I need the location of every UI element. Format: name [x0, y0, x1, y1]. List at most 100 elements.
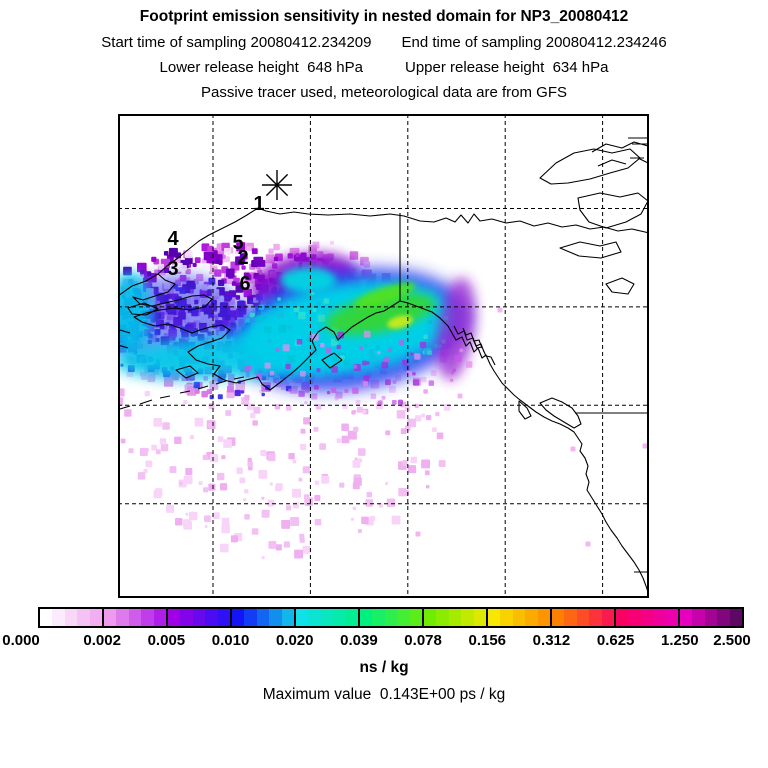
plume-layer	[118, 240, 648, 560]
colorbar-cell	[424, 609, 437, 626]
colorbar-cell	[192, 609, 206, 626]
island-kodiak	[321, 352, 343, 369]
plume-stray-dots	[415, 307, 648, 547]
colorbar-cell	[168, 609, 181, 626]
colorbar-tick-label: 0.156	[468, 632, 507, 649]
colorbar-tick-label: 0.000	[2, 632, 40, 649]
plume-blob	[280, 267, 336, 293]
coastline-north	[118, 207, 649, 297]
colorbar-tick-label: 0.005	[147, 632, 186, 649]
colorbar-tick-label: 2.500	[713, 632, 751, 649]
colorbar-segment	[552, 609, 616, 626]
station-label-2: 2	[237, 247, 248, 269]
colorbar-tick-label: 0.312	[532, 632, 571, 649]
colorbar-tick-label: 1.250	[661, 632, 699, 649]
colorbar-cell	[217, 609, 231, 626]
end-time-label: End time of sampling 20080412.234246	[401, 34, 667, 51]
colorbar-cell	[680, 609, 693, 626]
colorbar-cell	[141, 609, 154, 626]
tracer-note: Passive tracer used, meteorological data…	[201, 84, 567, 101]
island-st-lawrence	[127, 302, 159, 316]
island-haida-gwaii	[518, 400, 532, 420]
colorbar-cell	[552, 609, 565, 626]
grid-layer	[118, 114, 649, 598]
colorbar-cell	[665, 609, 679, 626]
colorbar-cell	[153, 609, 167, 626]
colorbar-cell	[320, 609, 334, 626]
colorbar-cell	[512, 609, 526, 626]
colorbar-cell	[564, 609, 577, 626]
lake-great-bear	[605, 277, 635, 295]
colorbar-segment	[104, 609, 168, 626]
colorbar-tick-label: 0.010	[211, 632, 250, 649]
colorbar-cell	[436, 609, 449, 626]
colorbar-cell	[77, 609, 90, 626]
colorbar-cell	[576, 609, 590, 626]
coastline-fjords	[453, 325, 496, 366]
units-label: ns / kg	[359, 659, 409, 676]
colorbar-tick-label: 0.002	[83, 632, 121, 649]
plume-speckle-group	[244, 330, 473, 406]
colorbar-cell	[628, 609, 641, 626]
colorbar-cell	[64, 609, 78, 626]
colorbar-segment	[488, 609, 552, 626]
colorbar-tick-label: 0.039	[340, 632, 378, 649]
colorbar-cell	[281, 609, 295, 626]
colorbar-cell	[384, 609, 398, 626]
colorbar-cell	[40, 609, 53, 626]
colorbar-cell	[537, 609, 551, 626]
colorbar-tick-label: 0.078	[404, 632, 442, 649]
station-label-1: 1	[253, 193, 264, 215]
island-banks	[539, 148, 641, 185]
colorbar-cell	[461, 609, 474, 626]
station-marker-layer: 1 4 52 3 6	[167, 170, 292, 295]
colorbar-tick-label: 0.625	[596, 632, 635, 649]
colorbar-cell	[729, 609, 743, 626]
colorbar-cell	[308, 609, 321, 626]
upper-release-label: Upper release height 634 hPa	[405, 59, 609, 76]
colorbar-cell	[409, 609, 423, 626]
colorbar-cell	[104, 609, 117, 626]
lower-release-label: Lower release height 648 hPa	[159, 59, 363, 76]
station-label-6: 6	[239, 273, 250, 295]
colorbar-segment	[40, 609, 104, 626]
colorbar	[38, 607, 744, 628]
coastline-layer	[118, 137, 649, 597]
plume-blob	[387, 315, 413, 329]
map-frame	[118, 114, 649, 598]
colorbar-cell	[692, 609, 705, 626]
colorbar-cell	[269, 609, 282, 626]
colorbar-tick-labels: 0.000 0.002 0.005 0.010 0.020 0.039 0.078 0.156…	[0, 632, 768, 650]
colorbar-cell	[589, 609, 602, 626]
islets-northeast	[591, 137, 649, 167]
colorbar-cell	[473, 609, 487, 626]
station-label-5: 5	[232, 232, 243, 254]
colorbar-cell	[717, 609, 730, 626]
colorbar-cell	[616, 609, 629, 626]
release-heights-row: Lower release height 648 hPa Upper relea…	[0, 59, 768, 76]
release-location-asterisk-icon	[262, 170, 292, 200]
colorbar-cell	[488, 609, 501, 626]
colorbar-cell	[128, 609, 142, 626]
sampling-times-row: Start time of sampling 20080412.234209 E…	[0, 34, 768, 51]
colorbar-cell	[372, 609, 385, 626]
island-victoria	[577, 192, 649, 229]
colorbar-cell	[704, 609, 718, 626]
colorbar-cell	[397, 609, 410, 626]
colorbar-segment	[360, 609, 424, 626]
colorbar-cell	[116, 609, 129, 626]
colorbar-cell	[601, 609, 615, 626]
colorbar-cell	[52, 609, 65, 626]
plot-title: Footprint emission sensitivity in nested…	[139, 8, 629, 25]
colorbar-segment	[680, 609, 743, 626]
colorbar-cell	[360, 609, 373, 626]
colorbar-segment	[424, 609, 488, 626]
max-value-label: Maximum value 0.143E+00 ps / kg	[262, 686, 506, 703]
colorbar-cell	[232, 609, 245, 626]
island-nunivak	[175, 365, 199, 379]
colorbar-segment	[616, 609, 680, 626]
colorbar-cell	[500, 609, 513, 626]
map-canvas: 1 4 52 3 6	[118, 114, 649, 598]
